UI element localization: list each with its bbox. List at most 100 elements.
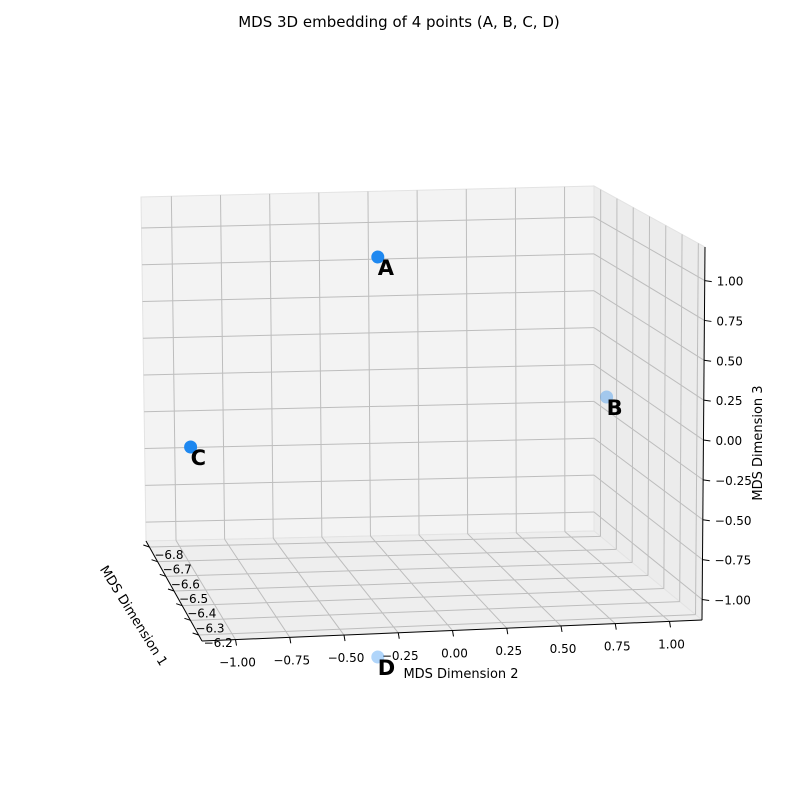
y-tick-mark — [669, 621, 671, 628]
x-tick-mark — [159, 573, 166, 577]
z-tick-mark — [704, 319, 712, 322]
z-axis-label: MDS Dimension 3 — [751, 385, 766, 500]
x-tick-label: −6.6 — [171, 577, 200, 591]
data-point-b — [600, 390, 614, 404]
grid-line-x-floor — [157, 548, 617, 563]
grid-line-z-back — [145, 511, 595, 523]
x-tick-label: −6.2 — [204, 636, 233, 650]
back-pane — [140, 185, 595, 542]
z-tick-mark — [702, 559, 710, 562]
z-tick-label: −0.25 — [715, 474, 752, 488]
y-tick-label: 0.75 — [604, 640, 631, 654]
y-tick-mark — [235, 639, 237, 646]
grid-line-y-back — [465, 189, 469, 534]
data-point-d — [371, 650, 385, 664]
data-point-a — [371, 250, 385, 264]
grid-line-x-floor — [173, 575, 649, 592]
tick-labels: −1.00 −0.75 −0.50 −0.25 0.00 0.25 0.50 0.75 1.00… — [154, 275, 752, 670]
y-tick-mark — [506, 628, 509, 635]
y-tick-mark — [289, 637, 292, 644]
y-tick-label: 0.25 — [495, 644, 522, 658]
z-tick-label: 1.00 — [717, 275, 744, 289]
y-axis-label: MDS Dimension 2 — [403, 667, 518, 682]
x-tick-mark — [184, 617, 191, 621]
y-tick-label: 0.00 — [441, 646, 468, 660]
grid-line-x-side — [663, 225, 667, 589]
grid-line-z-back — [144, 400, 595, 413]
point-label-c: C — [191, 446, 206, 470]
point-label-d: D — [378, 656, 395, 680]
z-tick-mark — [704, 280, 712, 283]
y-axis-line — [201, 619, 703, 642]
y-tick-label: 1.00 — [658, 637, 685, 651]
z-tick-mark — [702, 519, 710, 522]
point-label-a: A — [378, 256, 395, 280]
z-tick-mark — [704, 359, 712, 362]
z-tick-mark — [703, 479, 711, 482]
grid-line-y-back — [514, 187, 517, 533]
x-axis-line — [145, 540, 203, 642]
x-tick-mark — [151, 559, 158, 563]
z-tick-label: −1.00 — [714, 593, 751, 607]
grid-line-x-floor — [149, 535, 601, 548]
grid-line-x-floor — [190, 601, 680, 621]
x-tick-label: −6.3 — [195, 621, 224, 635]
grid-line-y-back — [416, 190, 420, 535]
grid-lines — [141, 186, 705, 640]
y-tick-label: −0.75 — [273, 653, 310, 667]
grid-line-y-back — [367, 191, 371, 536]
grid-line-x-side — [679, 234, 683, 602]
z-tick-mark — [703, 399, 711, 402]
z-tick-label: −0.50 — [715, 514, 752, 528]
grid-line-y-back — [318, 192, 323, 538]
x-tick-label: −6.7 — [163, 563, 192, 577]
y-tick-mark — [560, 625, 563, 633]
grid-line-x-floor — [165, 561, 633, 577]
grid-line-x-side — [615, 198, 618, 550]
y-tick-mark — [343, 634, 346, 642]
y-tick-label: −0.50 — [328, 651, 365, 665]
data-points: A B C D — [184, 250, 623, 680]
y-tick-label: −1.00 — [219, 656, 256, 670]
z-tick-label: 0.00 — [715, 434, 742, 448]
grid-line-z-back — [145, 474, 595, 486]
grid-line-z-back — [141, 253, 595, 266]
z-tick-label: −0.75 — [714, 554, 751, 568]
x-tick-label: −6.5 — [179, 592, 208, 606]
grid-line-x-floor — [182, 588, 664, 607]
point-label-b: B — [607, 396, 623, 420]
y-tick-mark — [614, 623, 617, 630]
chart-title: MDS 3D embedding of 4 points (A, B, C, D… — [238, 13, 560, 31]
z-tick-mark — [703, 439, 711, 442]
z-tick-label: 0.25 — [716, 394, 743, 408]
z-tick-mark — [702, 598, 710, 601]
grid-line-z-back — [143, 364, 595, 376]
y-tick-mark — [452, 630, 454, 637]
x-tick-mark — [192, 632, 199, 636]
grid-line-z-back — [143, 327, 595, 339]
z-tick-label: 0.50 — [716, 354, 743, 368]
x-tick-label: −6.8 — [154, 548, 183, 562]
grid-line-y-back — [220, 195, 226, 540]
grid-line-z-back — [144, 437, 595, 450]
grid-line-x-side — [631, 207, 634, 563]
x-tick-mark — [143, 544, 150, 548]
grid-line-z-back — [141, 216, 595, 229]
axes — [143, 246, 712, 646]
grid-line-x-side — [695, 243, 699, 615]
y-tick-label: −0.25 — [382, 649, 419, 663]
y-tick-mark — [397, 632, 400, 639]
x-axis-label: MDS Dimension 1 — [96, 563, 170, 669]
x-tick-label: −6.4 — [187, 607, 216, 621]
grid-line-x-floor — [198, 614, 696, 636]
grid-line-y-back — [170, 196, 177, 541]
grid-line-x-side — [647, 216, 650, 576]
y-tick-label: 0.50 — [550, 642, 577, 656]
x-tick-mark — [176, 603, 183, 607]
grid-line-y-back — [269, 193, 274, 539]
x-tick-mark — [167, 588, 175, 592]
z-tick-label: 0.75 — [716, 314, 743, 328]
data-point-c — [184, 440, 198, 454]
z-axis-line — [701, 246, 706, 621]
